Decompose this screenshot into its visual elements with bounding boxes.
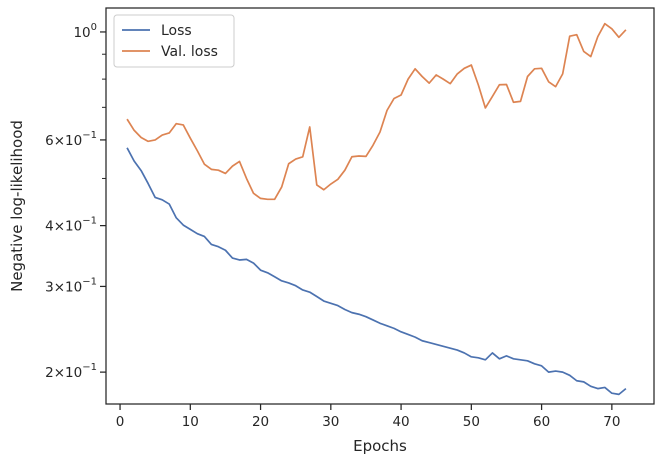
x-tick-label: 30 <box>322 414 339 430</box>
x-tick-label: 20 <box>252 414 269 430</box>
x-tick-label: 40 <box>392 414 409 430</box>
x-tick-label: 50 <box>463 414 480 430</box>
series-layer <box>126 22 627 396</box>
legend: Loss Val. loss <box>113 14 235 68</box>
plot-frame <box>105 7 655 405</box>
legend-box <box>113 14 235 68</box>
x-tick-label: 70 <box>603 414 620 430</box>
legend-label-2: Val. loss <box>161 44 218 60</box>
series-line-1 <box>126 147 627 396</box>
x-tick-label: 10 <box>182 414 199 430</box>
x-axis: 0 10 20 30 40 50 60 70 <box>116 404 620 430</box>
x-tick-label: 0 <box>116 414 125 430</box>
x-tick-label: 60 <box>533 414 550 430</box>
legend-label-1: Loss <box>161 23 192 39</box>
series-line-2 <box>126 22 627 201</box>
y-axis-label: Negative log-likelihood <box>8 120 26 292</box>
x-axis-label: Epochs <box>353 437 407 455</box>
